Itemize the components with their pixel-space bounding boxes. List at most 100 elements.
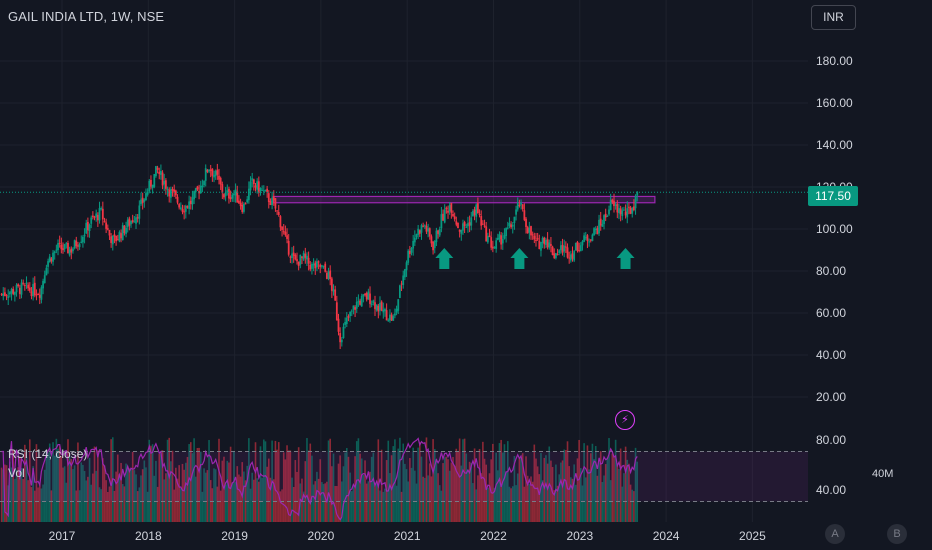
candle-body	[594, 229, 597, 231]
candle-body	[184, 205, 187, 212]
candle-body	[274, 198, 277, 209]
volume-bar	[116, 454, 119, 522]
volume-bar	[560, 462, 562, 522]
candle-body	[286, 235, 288, 239]
volume-bar	[20, 467, 23, 522]
candle-body	[83, 234, 86, 237]
up-arrow-icon	[435, 248, 454, 269]
candle-body	[490, 237, 493, 248]
candle-body	[115, 235, 118, 242]
resistance-zone	[272, 195, 656, 204]
candle-body	[289, 256, 292, 258]
candle-body	[82, 236, 84, 243]
candle-body	[269, 200, 272, 205]
volume-bar	[545, 455, 547, 522]
volume-bar	[379, 490, 381, 522]
candle-body	[261, 189, 264, 191]
candle-body	[319, 264, 322, 268]
candle-body	[420, 225, 423, 233]
candle-body	[233, 193, 235, 196]
candle-body	[385, 310, 388, 321]
candle-body	[15, 284, 18, 293]
volume-bar	[214, 469, 217, 522]
volume-bar	[75, 490, 78, 522]
volume-bar	[467, 469, 469, 522]
volume-bar	[248, 438, 250, 522]
candle-body	[345, 317, 348, 325]
candle-body	[561, 244, 564, 253]
currency-button[interactable]: INR	[811, 5, 856, 30]
volume-bar	[387, 440, 390, 522]
candle-body	[481, 223, 484, 225]
volume-bar	[400, 491, 403, 522]
candle-body	[70, 248, 73, 253]
volume-bar	[219, 490, 222, 522]
candle-body	[433, 241, 436, 249]
candle-body	[364, 293, 366, 295]
volume-bar	[533, 444, 536, 522]
candle-body	[224, 192, 227, 197]
volume-bar	[616, 464, 619, 522]
volume-bar	[72, 469, 74, 522]
scale-b-button[interactable]: B	[887, 524, 907, 544]
candle-body	[123, 225, 126, 234]
candle-body	[279, 216, 282, 228]
candle-body	[442, 213, 444, 221]
candle-body	[495, 240, 498, 249]
candle-body	[498, 234, 501, 240]
volume-bar	[282, 452, 285, 522]
rsi-legend-label[interactable]: RSI (14, close)	[8, 447, 88, 461]
volume-bar	[302, 491, 305, 522]
volume-bar	[565, 449, 567, 522]
candle-body	[462, 223, 464, 231]
volume-bar	[276, 449, 278, 522]
candle-body	[591, 234, 594, 242]
time-tick-label: 2025	[739, 529, 766, 543]
volume-bar	[125, 463, 127, 522]
volume-bar	[354, 456, 356, 522]
volume-bar	[292, 486, 295, 522]
candle-body	[33, 282, 36, 296]
candle-body	[332, 289, 335, 292]
volume-bar	[423, 477, 426, 522]
candle-body	[65, 243, 68, 245]
volume-bar	[599, 451, 602, 522]
candle-body	[455, 221, 458, 225]
candle-body	[392, 316, 395, 321]
volume-bar	[626, 459, 629, 522]
candle-body	[98, 208, 101, 221]
candle-body	[382, 309, 385, 313]
candle-body	[535, 239, 537, 241]
volume-bar	[384, 488, 386, 522]
volume-bar	[294, 460, 297, 522]
volume-legend-label[interactable]: Vol	[8, 466, 25, 480]
volume-bar	[194, 476, 197, 522]
candle-body	[299, 254, 302, 265]
auto-scale-button[interactable]: A	[825, 524, 845, 544]
volume-bar	[161, 450, 164, 522]
candle-body	[38, 294, 41, 298]
volume-bar	[239, 476, 242, 522]
volume-bar	[126, 466, 129, 522]
candle-body	[589, 239, 592, 241]
candle-body	[228, 188, 230, 199]
candle-body	[503, 235, 506, 239]
candle-body	[598, 219, 600, 234]
volume-bar	[332, 453, 335, 522]
candle-body	[179, 207, 182, 210]
volume-bar	[113, 490, 116, 522]
volume-bar	[14, 478, 16, 522]
volume-bar	[465, 453, 468, 522]
volume-bar	[170, 461, 172, 522]
volume-bar	[437, 473, 439, 522]
volume-bar	[5, 465, 8, 522]
candle-body	[281, 226, 283, 230]
volume-bar	[485, 464, 487, 522]
volume-bar	[382, 491, 385, 522]
candle-body	[355, 301, 358, 309]
volume-bar	[425, 437, 428, 522]
volume-bar	[405, 469, 408, 522]
volume-bar	[518, 457, 521, 522]
flash-icon[interactable]: ⚡	[615, 410, 635, 430]
